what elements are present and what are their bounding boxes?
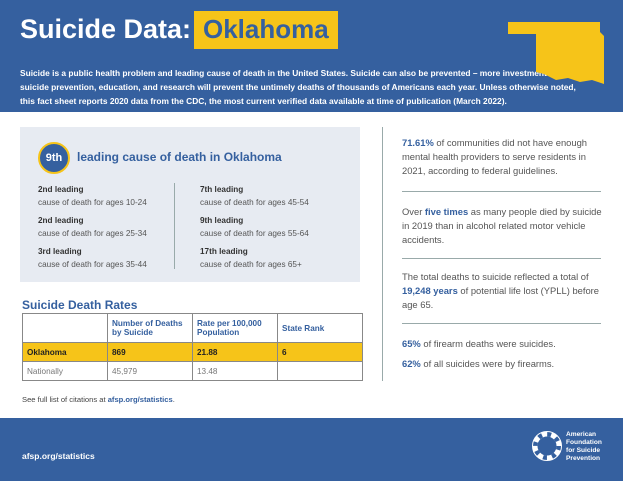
- cell: Nationally: [22, 361, 108, 381]
- cell: 869: [107, 342, 193, 362]
- rank-badge: 9th: [38, 142, 70, 174]
- fact: 62% of all suicides were by firearms.: [402, 357, 602, 371]
- rank-item: 2nd leading cause of death for ages 10-24: [38, 183, 188, 209]
- fact-text: The total deaths to suicide reflected a …: [402, 271, 589, 282]
- logo-line: Prevention: [566, 455, 601, 462]
- citation: See full list of citations at afsp.org/s…: [22, 395, 175, 404]
- fact-highlight: 19,248 years: [402, 285, 458, 296]
- fact-text: of all suicides were by firearms.: [420, 358, 555, 369]
- rank-item-desc: cause of death for ages 35-44: [38, 260, 147, 269]
- logo-line: for Suicide: [566, 447, 601, 454]
- rank-item-desc: cause of death for ages 55-64: [200, 229, 309, 238]
- fact-text: as many people died by suicide in 2019 t…: [402, 206, 602, 245]
- rank-item-rank: 3rd leading: [38, 247, 82, 256]
- separator: [402, 191, 601, 192]
- fact: Over five times as many people died by s…: [402, 205, 602, 247]
- cell: Oklahoma: [22, 342, 108, 362]
- title: Suicide Data:: [20, 14, 192, 44]
- rank-item: 3rd leading cause of death for ages 35-44: [38, 245, 188, 271]
- fact-highlight: 62%: [402, 358, 421, 369]
- rank-item-desc: cause of death for ages 10-24: [38, 198, 147, 207]
- header-cell: Number of Deaths by Suicide: [107, 313, 193, 343]
- fact-text: of potential life lost (YPLL) before age…: [402, 285, 600, 310]
- separator: [402, 258, 601, 259]
- logo-icon: [532, 431, 562, 461]
- rank-panel: [20, 127, 360, 282]
- state-name: Oklahoma: [194, 11, 338, 49]
- rank-item-rank: 2nd leading: [38, 185, 84, 194]
- header-cell: [22, 313, 108, 343]
- header-cell: Rate per 100,000 Population: [192, 313, 278, 343]
- citation-link[interactable]: afsp.org/statistics: [107, 395, 173, 404]
- fact: 65% of firearm deaths were suicides.: [402, 337, 602, 351]
- rank-item-desc: cause of death for ages 65+: [200, 260, 302, 269]
- citation-text: See full list of citations at: [22, 395, 108, 404]
- fact-highlight: 65%: [402, 338, 421, 349]
- fact-text: of communities did not have enough menta…: [402, 137, 588, 176]
- rank-item: 2nd leading cause of death for ages 25-34: [38, 214, 188, 240]
- separator: [402, 323, 601, 324]
- fact-text: Over: [402, 206, 425, 217]
- table-title: Suicide Death Rates: [22, 298, 138, 312]
- divider: [382, 127, 383, 381]
- rank-label: leading cause of death in Oklahoma: [77, 150, 282, 164]
- fact-text: of firearm deaths were suicides.: [420, 338, 556, 349]
- fact: The total deaths to suicide reflected a …: [402, 270, 602, 312]
- logo-line: Foundation: [566, 439, 602, 446]
- divider: [174, 183, 175, 269]
- rank-item-rank: 7th leading: [200, 185, 244, 194]
- rank-item-rank: 17th leading: [200, 247, 248, 256]
- cell: [277, 361, 363, 381]
- rank-item: 17th leading cause of death for ages 65+: [200, 245, 350, 271]
- citation-text: .: [172, 395, 175, 404]
- footer-url[interactable]: afsp.org/statistics: [22, 451, 95, 461]
- intro: Suicide is a public health problem and l…: [20, 68, 576, 106]
- rank-item-desc: cause of death for ages 25-34: [38, 229, 147, 238]
- cell: 21.88: [192, 342, 278, 362]
- fact: 71.61% of communities did not have enoug…: [402, 136, 602, 178]
- cell: 45,979: [107, 361, 193, 381]
- footer-band: [0, 418, 623, 481]
- rank-item: 9th leading cause of death for ages 55-64: [200, 214, 350, 240]
- rank-item-rank: 2nd leading: [38, 216, 84, 225]
- logo-text: American Foundation for Suicide Preventi…: [566, 431, 602, 463]
- state-map: [508, 22, 604, 84]
- rank-item: 7th leading cause of death for ages 45-54: [200, 183, 350, 209]
- rank-item-desc: cause of death for ages 45-54: [200, 198, 309, 207]
- cell: 13.48: [192, 361, 278, 381]
- rates-table: Number of Deaths by Suicide Rate per 100…: [22, 313, 363, 381]
- logo-line: American: [566, 431, 597, 438]
- cell: 6: [277, 342, 363, 362]
- rank-item-rank: 9th leading: [200, 216, 244, 225]
- fact-highlight: five times: [424, 206, 469, 217]
- header-cell: State Rank: [277, 313, 363, 343]
- fact-highlight: 71.61%: [402, 137, 434, 148]
